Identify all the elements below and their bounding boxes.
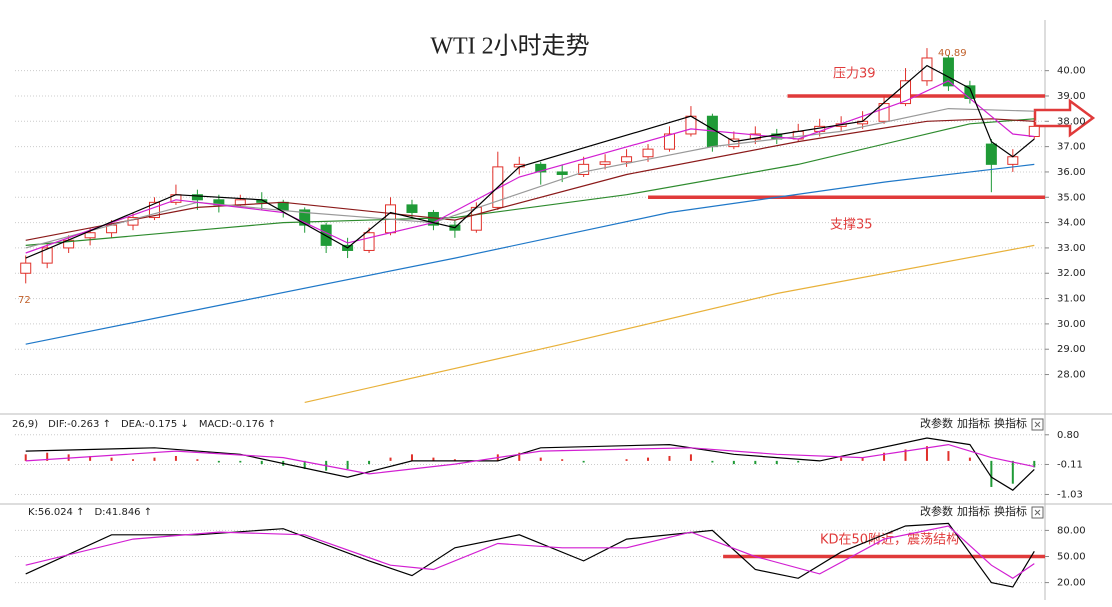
line-series — [304, 244, 1035, 403]
line-series — [25, 522, 1035, 588]
y-tick-label: 35.00 — [1057, 192, 1086, 203]
chart-title: WTI 2小时走势 — [430, 33, 589, 60]
y-tick-label: -0.11 — [1057, 459, 1083, 470]
candle-body — [599, 161, 611, 165]
line-series — [25, 163, 1035, 345]
close-button[interactable] — [1031, 506, 1044, 519]
legend-entry: D:41.846 ↑ — [94, 507, 152, 518]
legend-entry: DIF:-0.263 ↑ — [48, 419, 111, 430]
y-tick-label: 39.00 — [1057, 91, 1086, 102]
y-tick-label: 28.00 — [1057, 370, 1086, 381]
annotation: 72 — [18, 295, 31, 306]
button[interactable]: 换指标 — [994, 416, 1027, 430]
candle-body — [41, 247, 53, 264]
y-tick-label: 31.00 — [1057, 294, 1086, 305]
line-series — [25, 118, 1035, 246]
candle-body — [663, 133, 675, 150]
y-tick-label: 38.00 — [1057, 116, 1086, 127]
button[interactable]: 改参数 — [920, 504, 953, 518]
annotation: KD在50附近，震荡结构 — [820, 533, 959, 548]
candle-body — [1028, 125, 1040, 137]
y-tick-label: 29.00 — [1057, 344, 1086, 355]
candle-body — [578, 163, 590, 175]
line-series — [25, 437, 1035, 491]
candle-body — [749, 133, 761, 140]
candle-body — [148, 201, 160, 219]
y-tick-label: 50.00 — [1057, 552, 1086, 563]
candle-body — [406, 204, 418, 213]
legend-entry: DEA:-0.175 ↓ — [121, 419, 189, 430]
candle-body — [985, 143, 997, 165]
line-series — [25, 525, 1035, 580]
candle-body — [878, 103, 890, 122]
button[interactable]: 换指标 — [994, 504, 1027, 518]
candle-body — [191, 194, 203, 201]
button[interactable]: 改参数 — [920, 416, 953, 430]
candle-body — [535, 163, 547, 173]
candle-body — [621, 156, 633, 163]
line-series — [25, 64, 1035, 259]
y-tick-label: -1.03 — [1057, 489, 1083, 500]
candle-body — [900, 80, 912, 105]
close-button[interactable] — [1031, 418, 1044, 431]
candle-body — [728, 138, 740, 148]
line-series — [25, 107, 1035, 249]
legend-entry: K:56.024 ↑ — [28, 507, 84, 518]
candle-body — [299, 209, 311, 226]
line-series — [25, 80, 1035, 254]
y-tick-label: 32.00 — [1057, 268, 1086, 279]
y-tick-label: 34.00 — [1057, 218, 1086, 229]
y-tick-label: 40.00 — [1057, 66, 1086, 77]
line-series — [25, 443, 1035, 475]
button[interactable]: 加指标 — [957, 504, 990, 518]
candle-body — [20, 262, 32, 274]
candle-body — [642, 148, 654, 158]
legend-entry: 26,9) — [12, 419, 38, 430]
annotation: 40.89 — [938, 48, 967, 59]
annotation: 压力39 — [833, 67, 876, 82]
candle-body — [556, 171, 568, 175]
y-tick-label: 36.00 — [1057, 167, 1086, 178]
y-tick-label: 33.00 — [1057, 243, 1086, 254]
y-tick-label: 30.00 — [1057, 319, 1086, 330]
arrow — [1033, 98, 1096, 138]
annotation: 支撑35 — [830, 218, 873, 233]
candle-body — [363, 232, 375, 251]
legend-entry: MACD:-0.176 ↑ — [199, 419, 276, 430]
button[interactable]: 加指标 — [957, 416, 990, 430]
y-tick-label: 80.00 — [1057, 525, 1086, 536]
y-tick-label: 20.00 — [1057, 578, 1086, 589]
y-tick-label: 0.80 — [1057, 430, 1079, 441]
candle-body — [1007, 156, 1019, 165]
candle-body — [942, 57, 954, 87]
candle-body — [277, 201, 289, 211]
y-tick-label: 37.00 — [1057, 142, 1086, 153]
candle-body — [84, 232, 96, 239]
